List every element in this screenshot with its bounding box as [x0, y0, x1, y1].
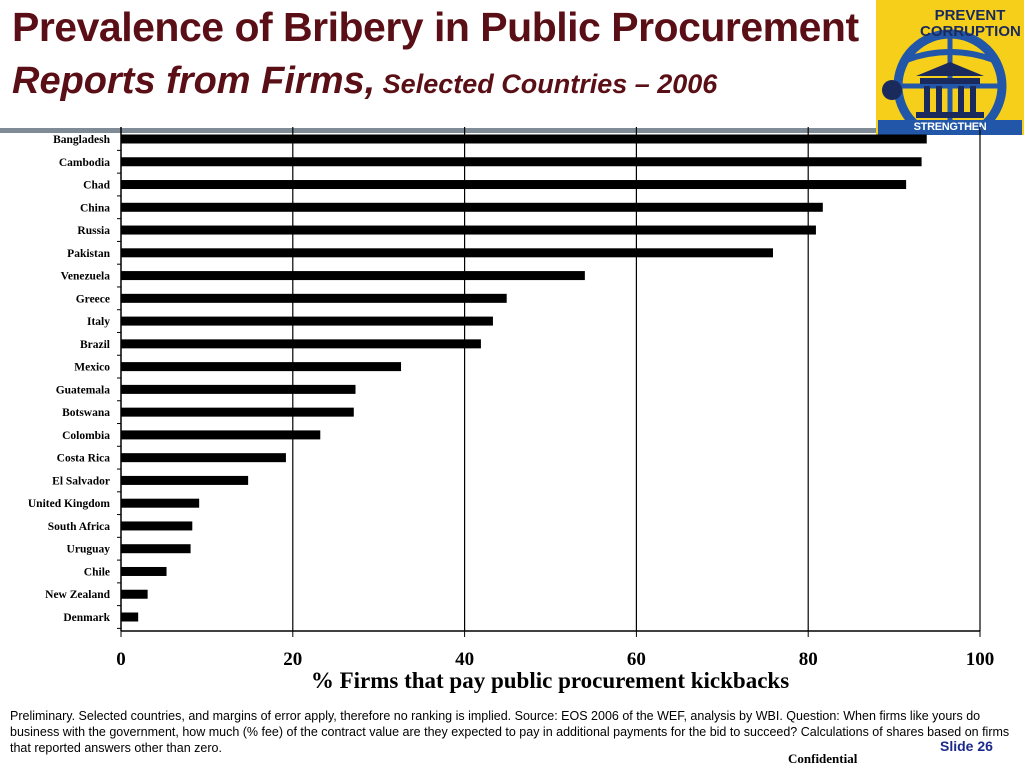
category-label: Denmark: [63, 612, 110, 624]
category-label: Botswana: [62, 407, 110, 419]
category-label: Bangladesh: [53, 134, 110, 146]
bar: [121, 498, 200, 508]
slide-title: Prevalence of Bribery in Public Procurem…: [12, 4, 859, 50]
bar: [121, 407, 354, 417]
category-label: Venezuela: [61, 271, 111, 283]
category-label: Cambodia: [59, 157, 110, 169]
bar: [121, 566, 167, 576]
bar: [121, 157, 922, 167]
axes: [120, 127, 980, 632]
bar: [121, 521, 193, 531]
x-axis-label: % Firms that pay public procurement kick…: [310, 668, 790, 693]
x-tick-label: 80: [799, 649, 818, 668]
bar: [121, 475, 249, 485]
category-label: Greece: [76, 293, 110, 305]
bar: [121, 316, 493, 326]
category-label: United Kingdom: [28, 498, 111, 510]
bar-chart: Bangladesh Cambodia Chad China Russia Pakista…: [28, 127, 994, 668]
bar: [121, 225, 816, 235]
logo-bottom-text: STRENGTHEN INSTITUTIONS: [878, 120, 1022, 148]
category-label: Costa Rica: [57, 453, 111, 465]
category-label: Pakistan: [67, 248, 110, 260]
x-tick-labels: 0 20 40 60 80 100: [116, 649, 994, 668]
category-label: El Salvador: [52, 475, 110, 487]
x-tick-label: 40: [455, 649, 474, 668]
category-label: Mexico: [74, 362, 110, 374]
category-label: Brazil: [80, 339, 110, 351]
category-label: Chile: [84, 566, 110, 578]
subtitle-detail: Selected Countries – 2006: [375, 69, 718, 99]
subtitle-main: Reports from Firms,: [12, 60, 376, 102]
bars: [117, 134, 927, 629]
x-tick-label: 0: [116, 649, 126, 668]
category-labels: Bangladesh Cambodia Chad China Russia Pakista…: [28, 134, 111, 624]
category-label: Chad: [83, 180, 110, 192]
x-tick-label: 100: [966, 649, 995, 668]
category-label: South Africa: [48, 521, 111, 533]
logo-top-text: PREVENT CORRUPTION: [920, 7, 1021, 40]
bar: [121, 271, 585, 281]
category-label: Guatemala: [56, 384, 111, 396]
category-label: Uruguay: [67, 544, 111, 556]
slide-subtitle: Reports from Firms, Selected Countries –…: [12, 60, 717, 103]
slide-number: Slide 26: [940, 738, 993, 754]
bar: [121, 180, 907, 190]
bar: [121, 248, 773, 258]
category-label: New Zealand: [45, 589, 110, 601]
bar: [121, 544, 191, 554]
category-label: Italy: [87, 316, 110, 328]
bar: [121, 339, 481, 349]
bar: [121, 384, 356, 394]
bar: [121, 612, 139, 622]
bar: [121, 430, 321, 440]
prevent-corruption-logo: PREVENT CORRUPTION STRENGTHEN INSTITUTIO…: [876, 0, 1024, 148]
title-divider: [0, 128, 878, 133]
category-label: China: [80, 202, 110, 214]
bar: [121, 362, 402, 372]
bar: [121, 134, 927, 144]
bar: [121, 589, 148, 599]
confidential-label: Confidential: [788, 751, 858, 766]
bar: [121, 293, 507, 303]
bar: [121, 202, 823, 212]
category-label: Colombia: [62, 430, 110, 442]
source-footnote: Preliminary. Selected countries, and mar…: [10, 709, 1010, 755]
x-tick-label: 60: [627, 649, 646, 668]
globe-pillars-icon: [882, 29, 1007, 135]
category-label: Russia: [77, 225, 110, 237]
x-tick-label: 20: [283, 649, 302, 668]
bar: [121, 453, 286, 463]
